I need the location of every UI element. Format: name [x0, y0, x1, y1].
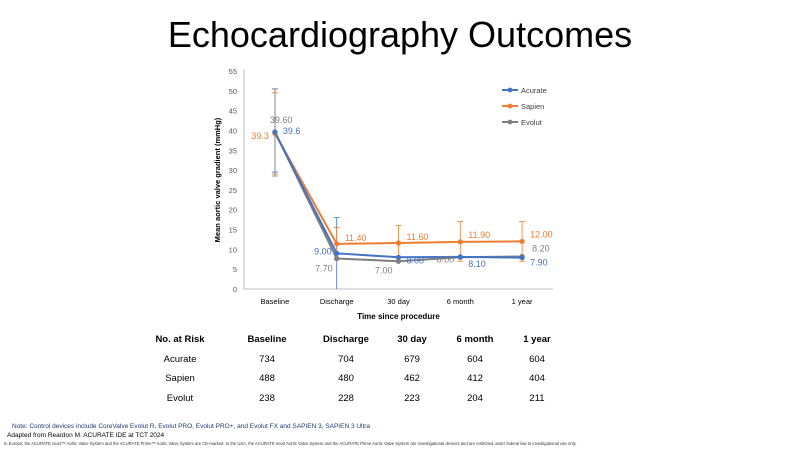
y-tick-label: 35	[229, 146, 237, 155]
y-tick-label: 20	[229, 206, 237, 215]
data-label-evolut: 7.00	[375, 265, 393, 275]
data-label-sapien: 39.3	[251, 131, 269, 141]
data-label-evolut: 8.00	[437, 254, 455, 264]
y-axis-title: Mean aortic valve gradient (mmHg)	[213, 117, 222, 242]
data-label-acurate: 39.6	[283, 126, 301, 136]
y-tick-label: 0	[233, 285, 237, 294]
risk-cell: 604	[467, 353, 483, 365]
risk-table-header-row: No. at Risk Baseline Discharge 30 day 6 …	[138, 330, 568, 350]
data-point-acurate	[519, 255, 525, 261]
x-tick-label: 30 day	[387, 297, 410, 306]
y-tick-label: 55	[229, 67, 237, 76]
risk-cell: 238	[259, 392, 275, 404]
risk-header-1year: 1 year	[523, 334, 551, 346]
risk-cell: 223	[404, 392, 420, 404]
data-label-sapien: 11.90	[468, 230, 490, 240]
legend-marker-sapien	[507, 103, 513, 109]
data-label-acurate: 8.00	[407, 255, 425, 265]
risk-cell: 204	[467, 392, 483, 404]
risk-cell: 704	[338, 353, 354, 365]
x-tick-label: Discharge	[320, 297, 354, 306]
y-tick-label: 45	[229, 107, 237, 116]
data-point-evolut	[395, 258, 402, 264]
risk-row-label: Sapien	[165, 373, 195, 385]
x-axis-title: Time since procedure	[357, 312, 440, 321]
x-tick-label: 6 month	[447, 297, 474, 306]
risk-row-label: Acurate	[163, 353, 197, 365]
table-row: Sapien 488 480 462 412 404	[138, 369, 568, 389]
table-row: Evolut 238 228 223 204 211	[138, 389, 568, 409]
risk-header-30day: 30 day	[397, 334, 427, 346]
legend-label-acurate: Acurate	[521, 86, 547, 95]
y-tick-label: 50	[229, 87, 237, 96]
data-label-evolut: 7.70	[315, 263, 333, 273]
risk-header-6month: 6 month	[456, 334, 494, 346]
data-label-sapien: 11.40	[345, 233, 367, 243]
x-tick-label: Baseline	[261, 297, 290, 306]
risk-header-discharge: Discharge	[323, 334, 369, 346]
risk-cell: 604	[529, 353, 545, 365]
source-note: Adapted from Reardon M. ACURATE IDE at T…	[7, 432, 165, 439]
table-row: Acurate 734 704 679 604 604	[138, 350, 568, 370]
data-point-acurate	[395, 254, 402, 260]
control-note: Note: Control devices include CoreValve …	[12, 423, 371, 430]
data-point-acurate	[457, 254, 463, 260]
risk-cell: 679	[404, 353, 420, 365]
data-point-sapien	[519, 238, 525, 245]
data-point-acurate	[272, 129, 278, 135]
data-point-sapien	[395, 240, 402, 246]
risk-cell: 462	[404, 373, 420, 385]
risk-cell: 488	[259, 373, 275, 385]
risk-cell: 480	[338, 373, 354, 385]
legend-marker-acurate	[507, 87, 513, 93]
risk-header-label: No. at Risk	[155, 334, 205, 346]
disclaimer-note: In Europe, the ACURATE neo2™ Aortic Valv…	[4, 441, 577, 446]
risk-cell: 412	[467, 373, 483, 385]
data-label-evolut: 8.20	[532, 243, 550, 253]
y-tick-label: 25	[229, 186, 237, 195]
data-label-acurate: 8.10	[468, 259, 486, 269]
y-tick-label: 5	[233, 265, 237, 274]
legend-marker-evolut	[507, 119, 513, 125]
risk-cell: 228	[338, 392, 354, 404]
risk-cell: 211	[529, 392, 545, 404]
data-point-evolut	[334, 255, 340, 262]
page-title: Echocardiography Outcomes	[167, 14, 633, 55]
y-tick-label: 10	[229, 245, 237, 254]
legend-label-sapien: Sapien	[521, 102, 544, 111]
y-tick-label: 40	[229, 126, 237, 135]
risk-cell: 404	[529, 373, 545, 385]
data-label-sapien: 11.60	[407, 232, 429, 242]
data-label-evolut: 39.60	[270, 115, 293, 125]
y-tick-label: 30	[229, 166, 237, 175]
risk-header-baseline: Baseline	[247, 334, 287, 346]
data-point-sapien	[457, 239, 463, 245]
data-label-acurate: 9.00	[314, 246, 332, 256]
data-point-acurate	[334, 250, 340, 256]
risk-row-label: Evolut	[166, 392, 194, 404]
line-chart: 0 5 10 15 20 25 30 35 40 45 50 55 Baseline Discharge 3…	[213, 67, 553, 321]
risk-cell: 734	[259, 353, 275, 365]
y-tick-label: 15	[229, 226, 237, 235]
legend-label-evolut: Evolut	[521, 118, 543, 127]
data-point-sapien	[334, 241, 340, 247]
data-label-acurate: 7.90	[530, 258, 548, 268]
data-label-sapien: 12.00	[530, 229, 553, 239]
risk-table: No. at Risk Baseline Discharge 30 day 6 …	[138, 330, 568, 408]
x-tick-label: 1 year	[512, 297, 533, 306]
